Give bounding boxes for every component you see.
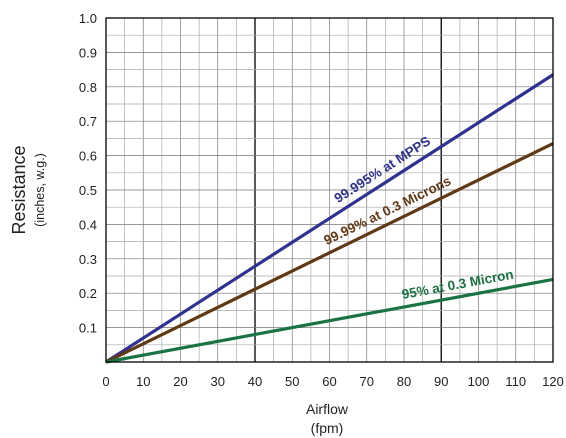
plot-frame (105, 17, 554, 363)
y-tick-label: 0.6 (79, 149, 97, 164)
x-tick-label: 90 (434, 374, 448, 389)
y-axis-unit: (inches, w.g.) (33, 153, 47, 227)
x-axis-title: Airflow (306, 401, 349, 417)
x-tick-label: 110 (505, 374, 526, 389)
y-tick-label: 0.7 (79, 114, 97, 129)
y-tick-label: 0.2 (79, 286, 97, 301)
y-tick-label: 0.8 (79, 80, 97, 95)
y-tick-label: 0.5 (79, 183, 97, 198)
grid-lines (106, 18, 553, 362)
y-tick-label: 0.4 (79, 217, 97, 232)
x-tick-label: 0 (102, 374, 109, 389)
x-tick-label: 10 (136, 374, 150, 389)
x-tick-label: 20 (173, 374, 187, 389)
x-tick-label: 40 (248, 374, 262, 389)
y-tick-labels: 0.1 0.2 0.3 0.4 0.5 0.6 0.7 0.8 0.9 1.0 (79, 11, 97, 336)
y-tick-label: 0.9 (79, 45, 97, 60)
y-tick-label: 0.1 (79, 321, 97, 336)
y-tick-label: 0.3 (79, 252, 97, 267)
x-tick-label: 30 (211, 374, 225, 389)
series-line (105, 277, 554, 364)
y-tick-label: 1.0 (79, 11, 97, 26)
x-tick-label: 60 (322, 374, 336, 389)
x-tick-label: 120 (542, 374, 564, 389)
x-tick-label: 80 (397, 374, 411, 389)
x-tick-label: 70 (360, 374, 374, 389)
x-tick-labels: 0 10 20 30 40 50 60 70 80 90 100 110 120 (102, 374, 563, 389)
x-tick-label: 50 (285, 374, 299, 389)
y-axis-title: Resistance (9, 145, 29, 234)
x-axis-unit: (fpm) (311, 420, 344, 436)
series-line (105, 142, 554, 364)
series-line (105, 73, 554, 364)
x-tick-label: 100 (468, 374, 490, 389)
series-lines (105, 73, 554, 364)
